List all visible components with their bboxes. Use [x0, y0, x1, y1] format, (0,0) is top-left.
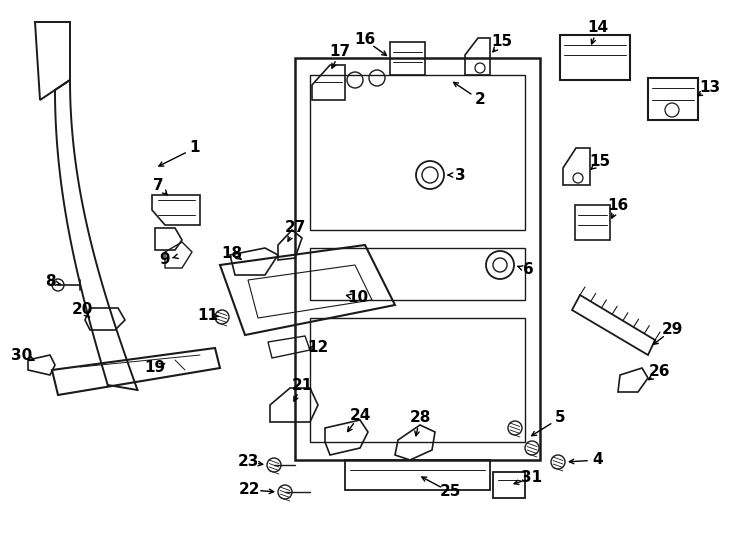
Text: 29: 29 — [661, 322, 683, 338]
Text: 11: 11 — [197, 307, 219, 322]
Text: 2: 2 — [475, 92, 485, 107]
Text: 25: 25 — [440, 484, 461, 500]
Text: 6: 6 — [523, 262, 534, 278]
Text: 8: 8 — [45, 274, 55, 289]
Text: 22: 22 — [239, 483, 261, 497]
Text: 28: 28 — [410, 410, 431, 426]
Text: 14: 14 — [587, 21, 608, 36]
Text: 21: 21 — [291, 377, 313, 393]
Text: 19: 19 — [145, 361, 166, 375]
Text: 20: 20 — [71, 302, 92, 318]
Text: 5: 5 — [555, 410, 565, 426]
Text: 15: 15 — [492, 35, 512, 50]
Text: 16: 16 — [355, 32, 376, 48]
Text: 1: 1 — [190, 140, 200, 156]
Text: 30: 30 — [11, 348, 32, 362]
Text: 12: 12 — [308, 341, 329, 355]
Text: 26: 26 — [650, 364, 671, 380]
Text: 27: 27 — [284, 220, 305, 235]
Text: 7: 7 — [153, 178, 163, 192]
Text: 3: 3 — [454, 167, 465, 183]
Text: 15: 15 — [589, 154, 611, 170]
Text: 4: 4 — [592, 453, 603, 468]
Text: 24: 24 — [349, 408, 371, 422]
Text: 17: 17 — [330, 44, 351, 59]
Text: 9: 9 — [160, 253, 170, 267]
Text: 10: 10 — [347, 291, 368, 306]
Text: 13: 13 — [700, 80, 721, 96]
Text: 31: 31 — [521, 470, 542, 485]
Text: 23: 23 — [237, 455, 258, 469]
Text: 18: 18 — [222, 246, 242, 260]
Text: 16: 16 — [607, 198, 628, 213]
